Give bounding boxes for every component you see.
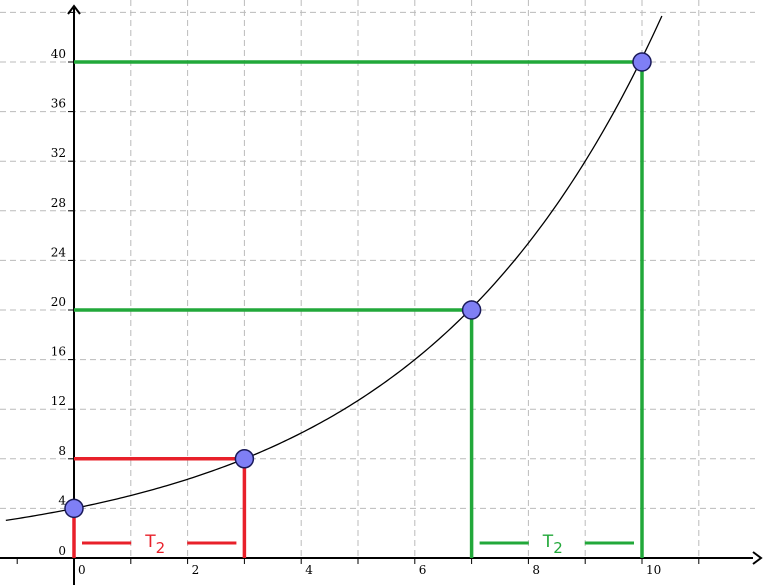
doubling-time-label: T2: [542, 532, 563, 557]
data-points: [64, 52, 652, 519]
x-axis-arrow: [752, 551, 763, 565]
y-tick-label: 40: [51, 47, 66, 61]
x-tick-label: 0: [78, 563, 86, 577]
y-tick-label: 32: [51, 146, 66, 160]
y-tick-label: 28: [51, 196, 66, 210]
x-tick-label: 6: [419, 563, 427, 577]
exponential-curve: [5, 15, 663, 522]
x-tick-label: 8: [532, 563, 540, 577]
curve-layer: [5, 15, 663, 522]
doubling-annotations: T2 T2: [72, 60, 644, 558]
x-tick-label: 10: [646, 563, 661, 577]
y-tick-label: 4: [58, 493, 66, 507]
y-tick-label: 36: [51, 97, 66, 111]
data-point: [234, 449, 255, 469]
x-tick-label: 2: [192, 563, 200, 577]
x-tick-label: 4: [305, 563, 313, 577]
doubling-time-subscript: 2: [553, 539, 563, 557]
doubling-time-subscript: 2: [156, 539, 166, 557]
data-point: [64, 498, 84, 519]
doubling-time-label: T2: [144, 532, 165, 557]
data-point: [632, 52, 652, 72]
origin-label: 0: [58, 544, 66, 558]
doubling-time-bracket-2: T2: [74, 60, 644, 558]
axes: [0, 4, 763, 585]
y-axis-arrow: [67, 4, 81, 15]
y-tick-label: 12: [51, 394, 66, 408]
data-point: [461, 300, 482, 320]
y-tick-label: 16: [51, 345, 66, 359]
doubling-time-bracket-1: T2: [72, 457, 247, 558]
y-tick-label: 20: [51, 295, 66, 309]
y-tick-label: 24: [51, 245, 67, 259]
y-tick-label: 8: [58, 444, 66, 458]
